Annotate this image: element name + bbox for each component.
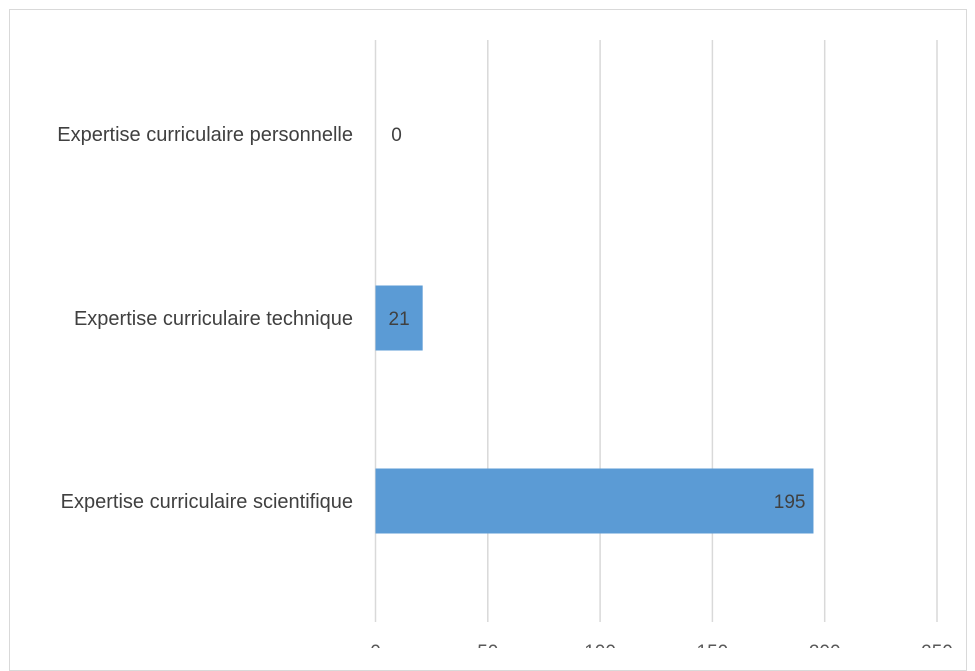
x-tick-label-50: 50 (477, 642, 498, 648)
x-tick-label-100: 100 (584, 642, 616, 648)
bars (375, 285, 814, 534)
x-tick-label-200: 200 (809, 642, 841, 648)
bar-3 (375, 468, 814, 534)
category-label-1: Expertise curriculaire personnelle (57, 124, 353, 146)
gridlines (374, 40, 938, 622)
data-label-2: 21 (389, 309, 410, 330)
data-label-1: 0 (391, 125, 402, 146)
category-label-2: Expertise curriculaire technique (74, 308, 353, 330)
bar-chart: 0 50 100 150 200 250 Expertise curriculaire pe… (57, 40, 953, 648)
x-tick-label-250: 250 (921, 642, 953, 648)
x-tick-label-0: 0 (370, 642, 381, 648)
bar-2 (375, 285, 423, 351)
category-label-3: Expertise curriculaire scientifique (61, 491, 353, 513)
data-label-3: 195 (774, 492, 806, 513)
labels: 0 50 100 150 200 250 Expertise curriculaire pe… (57, 124, 953, 648)
x-tick-label-150: 150 (697, 642, 729, 648)
